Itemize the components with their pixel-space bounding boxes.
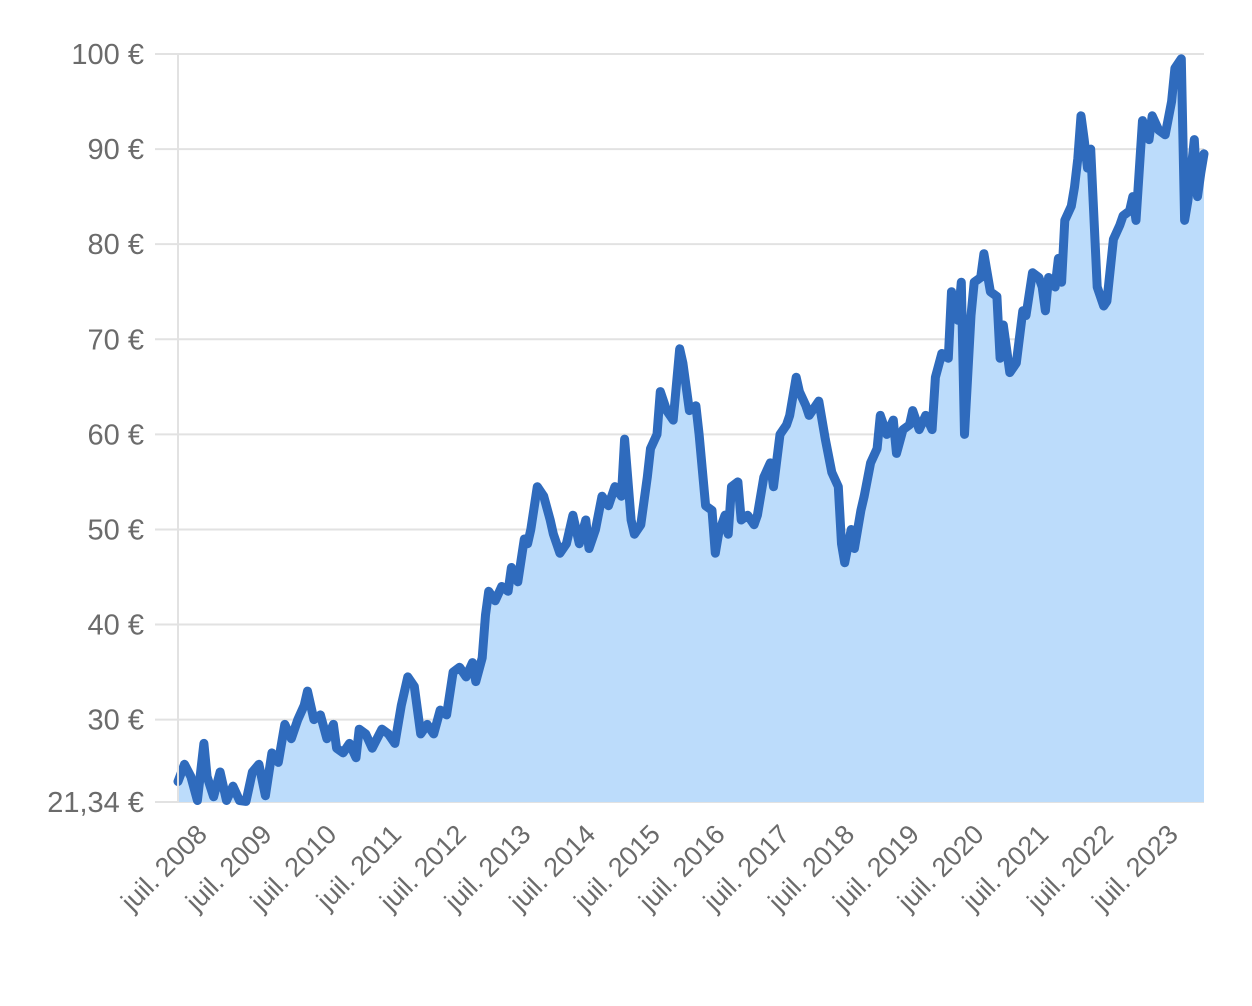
y-tick-label: 60 € — [88, 419, 144, 451]
y-tick-label: 90 € — [88, 134, 144, 166]
y-tick-label: 50 € — [88, 514, 144, 546]
price-area-fill — [178, 58, 1204, 803]
y-tick-label: 30 € — [88, 705, 144, 737]
y-tick-label: 100 € — [71, 39, 144, 71]
y-tick-label: 40 € — [88, 610, 144, 642]
y-tick-label: 21,34 € — [47, 787, 144, 819]
price-line — [173, 54, 1209, 806]
y-tick-label: 80 € — [88, 229, 144, 261]
y-tick-label: 70 € — [88, 324, 144, 356]
y-axis-ticks: 21,34 € 30 € 40 € 50 € 60 € 70 € 80 € 90 € 100 € — [47, 39, 144, 819]
